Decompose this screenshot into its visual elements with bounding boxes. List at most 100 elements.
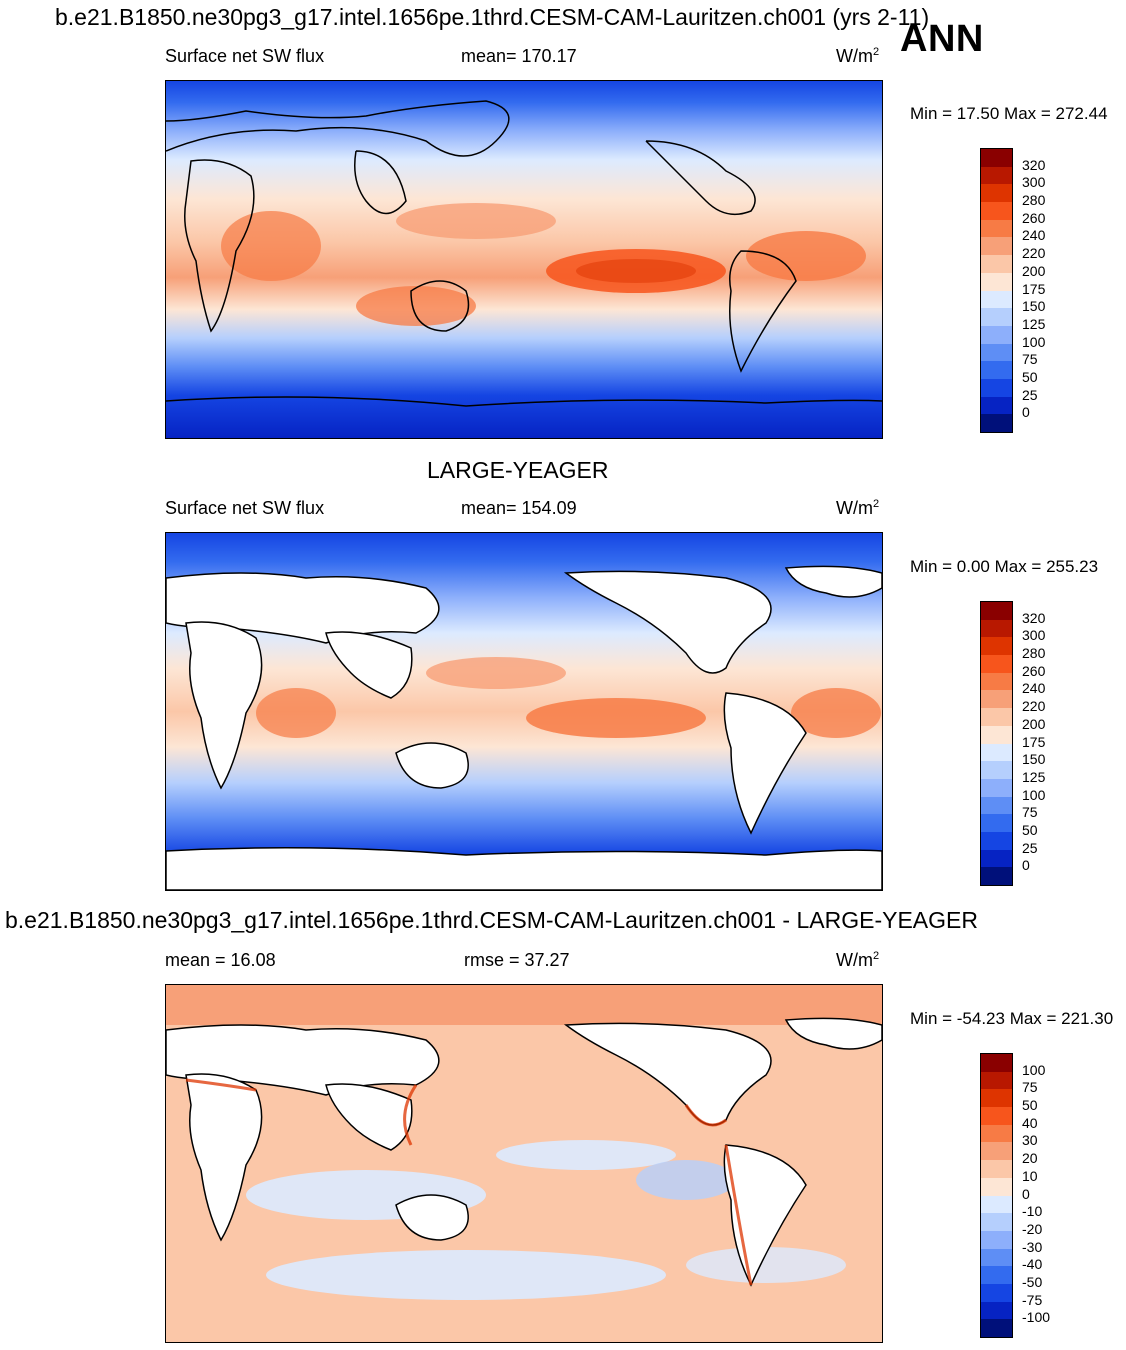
colorbar-tick-label: 50 <box>1022 1097 1038 1114</box>
panel-title: b.e21.B1850.ne30pg3_g17.intel.1656pe.1th… <box>5 907 978 933</box>
colorbar <box>980 1053 1013 1338</box>
colorbar-segment <box>981 308 1012 326</box>
colorbar-tick-label: 100 <box>1022 333 1046 350</box>
minmax-label: Min = 17.50 Max = 272.44 <box>910 104 1108 123</box>
colorbar-segment <box>981 166 1012 185</box>
case-title: b.e21.B1850.ne30pg3_g17.intel.1656pe.1th… <box>55 4 930 30</box>
colorbar-tick-label: 75 <box>1022 351 1038 368</box>
colorbar-segment <box>981 1177 1012 1196</box>
colorbar-segment <box>981 1319 1012 1337</box>
colorbar-segment <box>981 184 1012 203</box>
colorbar-segment <box>981 1301 1012 1320</box>
season-label: ANN <box>900 18 984 60</box>
colorbar-tick-label: 25 <box>1022 386 1038 403</box>
minmax-label: Min = 0.00 Max = 255.23 <box>910 557 1099 576</box>
colorbar-tick-label: 0 <box>1022 857 1030 874</box>
colorbar-tick-label: 200 <box>1022 262 1046 279</box>
colorbar-segment <box>981 619 1012 638</box>
colorbar-tick-label: 175 <box>1022 733 1046 750</box>
mean-label: mean= 170.17 <box>461 46 577 66</box>
colorbar-tick-label: -75 <box>1022 1291 1043 1308</box>
colorbar-segment <box>981 655 1012 673</box>
coastlines <box>166 100 882 407</box>
colorbar-tick-label: 40 <box>1022 1114 1038 1131</box>
colorbar-segment <box>981 290 1012 309</box>
colorbar-tick-label: 75 <box>1022 804 1038 821</box>
colorbar-segment <box>981 219 1012 238</box>
land-mask <box>166 1017 882 1287</box>
colorbar-segment <box>981 602 1012 620</box>
colorbar-segment <box>981 1142 1012 1161</box>
colorbar-segment <box>981 396 1012 415</box>
colorbar-segment <box>981 361 1012 379</box>
colorbar-segment <box>981 343 1012 362</box>
colorbar-tick-label: 0 <box>1022 1185 1030 1202</box>
colorbar-segment <box>981 237 1012 256</box>
colorbar-segment <box>981 1054 1012 1072</box>
rmse-label: rmse = 37.27 <box>464 950 570 970</box>
colorbar-tick-label: 75 <box>1022 1079 1038 1096</box>
colorbar-segment <box>981 1266 1012 1284</box>
colorbar-segment <box>981 1160 1012 1178</box>
panel-title: LARGE-YEAGER <box>427 457 609 483</box>
colorbar-tick-label: 10 <box>1022 1167 1038 1184</box>
colorbar-tick-label: 50 <box>1022 368 1038 385</box>
colorbar-tick-label: 220 <box>1022 245 1046 262</box>
colorbar <box>980 148 1013 433</box>
colorbar-segment <box>981 1248 1012 1267</box>
colorbar-tick-label: 320 <box>1022 609 1046 626</box>
colorbar-tick-label: 50 <box>1022 821 1038 838</box>
colorbar-segment <box>981 637 1012 656</box>
units-label: W/m2 <box>836 950 880 970</box>
units-label: W/m2 <box>836 46 880 66</box>
colorbar-segment <box>981 1124 1012 1143</box>
colorbar-segment <box>981 796 1012 815</box>
colorbar-segment <box>981 778 1012 797</box>
units-label: W/m2 <box>836 498 880 518</box>
variable-label: Surface net SW flux <box>165 46 325 66</box>
colorbar-segment <box>981 378 1012 397</box>
colorbar-segment <box>981 672 1012 691</box>
colorbar <box>980 601 1013 886</box>
colorbar-segment <box>981 761 1012 779</box>
colorbar-tick-label: 280 <box>1022 192 1046 209</box>
colorbar-segment <box>981 814 1012 832</box>
colorbar-tick-label: 260 <box>1022 662 1046 679</box>
colorbar-tick-label: 320 <box>1022 156 1046 173</box>
colorbar-tick-label: 125 <box>1022 315 1046 332</box>
colorbar-segment <box>981 202 1012 220</box>
colorbar-segment <box>981 1071 1012 1090</box>
colorbar-segment <box>981 1195 1012 1214</box>
colorbar-tick-label: 240 <box>1022 680 1046 697</box>
colorbar-tick-label: 240 <box>1022 227 1046 244</box>
colorbar-segment <box>981 1213 1012 1231</box>
colorbar-tick-label: -50 <box>1022 1273 1043 1290</box>
map-panel-diff <box>165 984 883 1343</box>
minmax-label: Min = -54.23 Max = 221.30 <box>910 1009 1114 1028</box>
colorbar-segment <box>981 1107 1012 1125</box>
colorbar-tick-label: 100 <box>1022 786 1046 803</box>
colorbar-tick-label: 200 <box>1022 715 1046 732</box>
colorbar-tick-label: 20 <box>1022 1150 1038 1167</box>
colorbar-segment <box>981 743 1012 762</box>
colorbar-segment <box>981 1230 1012 1249</box>
colorbar-segment <box>981 272 1012 291</box>
colorbar-tick-label: 100 <box>1022 1061 1046 1078</box>
colorbar-segment <box>981 708 1012 726</box>
colorbar-tick-label: 280 <box>1022 645 1046 662</box>
colorbar-segment <box>981 149 1012 167</box>
colorbar-segment <box>981 1089 1012 1108</box>
colorbar-segment <box>981 867 1012 885</box>
variable-label: Surface net SW flux <box>165 498 325 518</box>
colorbar-segment <box>981 849 1012 868</box>
mean-label: mean = 16.08 <box>165 950 276 970</box>
colorbar-tick-label: -40 <box>1022 1256 1043 1273</box>
colorbar-segment <box>981 690 1012 709</box>
colorbar-segment <box>981 414 1012 432</box>
colorbar-tick-label: -20 <box>1022 1220 1043 1237</box>
colorbar-tick-label: 125 <box>1022 768 1046 785</box>
colorbar-segment <box>981 325 1012 344</box>
colorbar-tick-label: -10 <box>1022 1203 1043 1220</box>
colorbar-tick-label: 220 <box>1022 698 1046 715</box>
colorbar-tick-label: -100 <box>1022 1309 1051 1326</box>
